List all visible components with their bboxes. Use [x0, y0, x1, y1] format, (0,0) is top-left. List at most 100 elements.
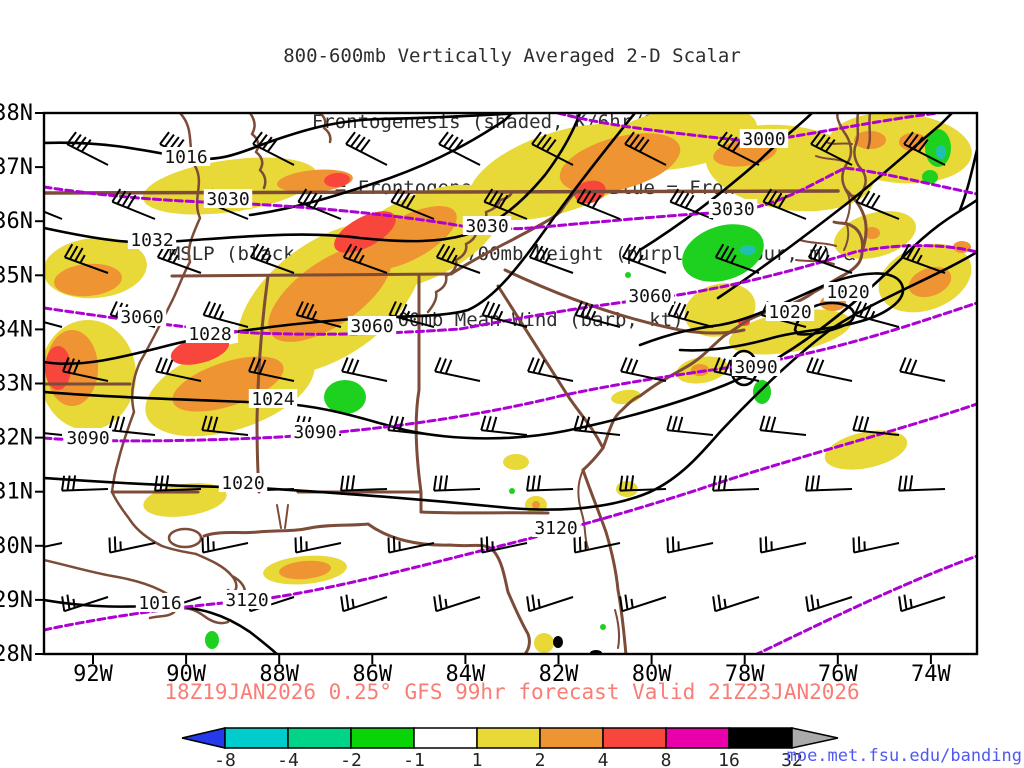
barb-full — [154, 475, 159, 491]
colorbar-segment — [287, 727, 352, 749]
wind-barb — [111, 188, 156, 220]
barb-full — [480, 537, 484, 553]
shaded-region-black — [553, 636, 563, 648]
barb-full — [816, 475, 821, 491]
height-contour-label-box — [347, 316, 397, 335]
mslp-contour-label-text: 1020 — [768, 302, 811, 323]
barb-full — [807, 243, 818, 258]
lat-tick-label: 32N — [0, 426, 33, 451]
barb-full — [485, 416, 492, 432]
lon-tick-label: 88W — [259, 662, 299, 687]
barb-full — [764, 416, 771, 432]
wind-barb — [340, 594, 388, 613]
barb-staff — [669, 200, 714, 220]
colorbar-tick-label: -2 — [340, 750, 362, 768]
barb-full — [350, 134, 361, 148]
st-johns-river — [577, 469, 589, 549]
river-upper-mid — [249, 114, 267, 190]
barb-full — [443, 134, 454, 148]
barb-full — [578, 536, 582, 552]
barb-full — [348, 245, 358, 260]
barb-staff — [624, 143, 667, 166]
barb-full — [541, 136, 552, 150]
wind-barb — [666, 536, 714, 554]
wind-barb — [341, 357, 388, 382]
barb-staff — [619, 488, 667, 492]
height-contour-label-text: 3120 — [534, 518, 577, 539]
state-border-ms-al — [255, 274, 270, 494]
barb-full — [672, 302, 682, 317]
wind-barb — [900, 243, 946, 274]
barb-half — [544, 254, 551, 264]
colorbar-tick-label: -8 — [214, 750, 236, 768]
wind-barb — [45, 542, 63, 548]
height-contour-label: 3090 — [290, 422, 340, 443]
barb-staff — [482, 314, 528, 328]
barb-full — [526, 475, 531, 491]
height-contour-label: 3000 — [739, 129, 789, 150]
barb-half — [358, 254, 365, 264]
barb-half — [683, 310, 690, 320]
height-contour-label-text: 3090 — [734, 357, 777, 378]
barb-full — [438, 131, 449, 145]
barb-full — [532, 358, 540, 373]
colorbar-segment — [413, 727, 478, 749]
wind-barb — [852, 536, 900, 554]
mslp-contour-label: 1020 — [218, 473, 268, 494]
barb-half — [497, 310, 504, 320]
barb-full — [627, 245, 637, 260]
height-contour-label-box — [63, 428, 113, 447]
credit-link[interactable]: moe.met.fsu.edu/banding — [786, 746, 1022, 766]
barb-full — [212, 416, 219, 432]
wind-barb — [108, 536, 156, 554]
barb-full — [398, 416, 405, 432]
barb-full — [678, 303, 687, 319]
barb-staff — [760, 542, 807, 554]
barb-full — [810, 475, 815, 491]
barb-full — [71, 134, 82, 148]
wind-barb — [297, 188, 342, 220]
wind-barb — [481, 301, 528, 328]
state-border-ga-fl — [419, 510, 550, 515]
wind-barb — [531, 131, 574, 166]
height-contour-3120 — [45, 402, 976, 632]
height-contour-label-text: 3000 — [742, 129, 785, 150]
wind-barb — [853, 301, 900, 328]
wind-barb — [574, 301, 621, 328]
wind-barb — [806, 357, 853, 382]
title-line-1: 800-600mb Vertically Averaged 2-D Scalar — [283, 45, 741, 67]
shaded-region-red — [324, 172, 350, 188]
barb-staff — [717, 143, 760, 166]
wind-barb — [63, 243, 109, 274]
lake-pontchartrain — [167, 527, 203, 549]
lon-tick-label: 78W — [725, 662, 765, 687]
river-upper-right — [319, 114, 332, 144]
barb-full — [297, 188, 308, 203]
barb-full — [164, 134, 175, 148]
height-contour-label-box — [222, 590, 272, 609]
colorbar-tick-label: 8 — [661, 750, 672, 768]
barb-staff — [111, 200, 156, 220]
barb-full — [634, 136, 645, 150]
barb-full — [759, 537, 763, 553]
barb-full — [295, 301, 304, 316]
barb-full — [674, 190, 685, 205]
wind-barb — [669, 188, 714, 220]
wind-barb — [387, 415, 435, 436]
barb-full — [66, 594, 71, 610]
wind-barb — [340, 475, 388, 492]
barb-full — [126, 194, 137, 209]
barb-half — [630, 598, 634, 608]
shaded-region-orange — [279, 560, 331, 580]
barb-staff — [295, 542, 342, 554]
wind-barb — [61, 475, 109, 492]
wind-barb — [759, 536, 807, 554]
barb-full — [116, 190, 127, 205]
lon-tick-label: 84W — [446, 662, 486, 687]
barb-full — [764, 536, 768, 552]
barb-full — [534, 245, 544, 260]
barb-full — [806, 357, 814, 372]
state-border-al-ga — [414, 274, 423, 514]
barb-full — [813, 245, 823, 260]
barb-full — [860, 190, 871, 205]
